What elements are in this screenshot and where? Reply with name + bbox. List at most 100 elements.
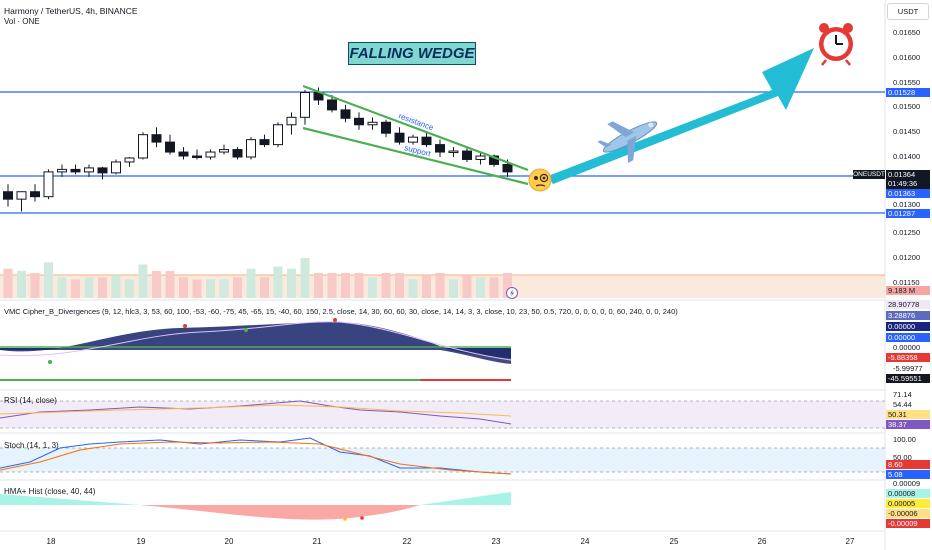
candle-up[interactable] xyxy=(43,171,54,198)
candle-down[interactable] xyxy=(354,117,364,126)
stoch-indicator-title[interactable]: Stoch (14, 1, 3) xyxy=(4,441,59,450)
price-tick: 0.01250 xyxy=(893,228,921,237)
candle-up[interactable] xyxy=(300,92,310,118)
hma-hist-panel xyxy=(0,492,511,521)
candle-up[interactable] xyxy=(475,155,486,160)
rsi-tick: 71.14 xyxy=(893,390,912,399)
currency-button[interactable]: USDT xyxy=(887,3,929,20)
vmc-tick: -5.99977 xyxy=(893,364,923,373)
candle-up[interactable] xyxy=(138,134,148,159)
volume-bar xyxy=(287,268,296,298)
hma-tag: -0.00006 xyxy=(886,509,930,518)
vmc-tag: 0.00000 xyxy=(886,322,930,331)
vmc-tick: 0.00000 xyxy=(893,343,921,352)
volume-bar xyxy=(273,266,283,298)
candle-up[interactable] xyxy=(246,139,256,158)
volume-bar xyxy=(422,275,431,298)
candle-up[interactable] xyxy=(286,116,297,126)
hma-indicator-title[interactable]: HMA+ Hist (close, 40, 44) xyxy=(4,487,96,496)
candle-down[interactable] xyxy=(70,168,81,173)
volume-bar xyxy=(206,279,215,298)
candle-down[interactable] xyxy=(340,109,351,119)
candle-up[interactable] xyxy=(57,168,67,173)
candle-down[interactable] xyxy=(30,191,40,198)
volume-value-tag: 9.183 M xyxy=(886,286,930,295)
last-price-tag: 0.01364 01:49:36 xyxy=(886,170,930,189)
vmc-tag: 28.90778 xyxy=(886,300,930,309)
time-tick: 26 xyxy=(757,537,767,546)
volume-bar xyxy=(17,270,26,298)
candle-down[interactable] xyxy=(232,149,243,158)
time-tick: 20 xyxy=(224,537,234,546)
hma-hist-positive-left xyxy=(0,494,140,505)
candle-down[interactable] xyxy=(435,144,445,153)
candle-up[interactable] xyxy=(448,150,459,154)
rsi-ma-tag: 50.31 xyxy=(886,410,930,419)
candle-up[interactable] xyxy=(16,191,27,200)
volume-bar xyxy=(489,277,499,298)
volume-bar xyxy=(246,268,256,298)
time-tick: 22 xyxy=(402,537,412,546)
candle-up[interactable] xyxy=(219,149,229,153)
candle-down[interactable] xyxy=(97,167,108,174)
volume-bar xyxy=(30,273,40,298)
candle-up[interactable] xyxy=(84,167,94,173)
symbol-tag: ONEUSDT xyxy=(853,170,885,179)
time-tick: 27 xyxy=(845,537,855,546)
price-tick: 0.01300 xyxy=(893,200,921,209)
volume-bar xyxy=(381,273,391,298)
vmc-tag: -5.88358 xyxy=(886,353,930,362)
candle-down[interactable] xyxy=(192,155,202,159)
volume-bars xyxy=(3,258,512,298)
falling-wedge-banner: FALLING WEDGE xyxy=(348,42,476,65)
candle-down[interactable] xyxy=(259,139,270,146)
candle-up[interactable] xyxy=(273,124,283,146)
time-tick: 21 xyxy=(312,537,322,546)
candle-up[interactable] xyxy=(111,161,121,174)
stoch-k-line xyxy=(0,437,512,475)
candle-down[interactable] xyxy=(381,121,391,134)
stoch-d-tag: 8.60 xyxy=(886,460,930,469)
candle-down[interactable] xyxy=(421,136,432,146)
price-tick: 0.01650 xyxy=(893,28,921,37)
candle-down[interactable] xyxy=(3,191,13,200)
stoch-panel xyxy=(0,437,885,475)
wedge-resistance-line[interactable] xyxy=(302,84,529,172)
candle-up[interactable] xyxy=(408,136,418,143)
volume-bar xyxy=(449,279,458,298)
candle-up[interactable] xyxy=(124,157,135,163)
thinking-face-icon xyxy=(528,168,552,192)
candle-down[interactable] xyxy=(462,150,472,160)
time-tick: 25 xyxy=(669,537,679,546)
candle-down[interactable] xyxy=(165,141,175,153)
candle-up[interactable] xyxy=(205,151,216,158)
volume-bar xyxy=(98,277,107,298)
lightning-icon[interactable] xyxy=(506,287,518,299)
bar-countdown: 01:49:36 xyxy=(888,179,918,188)
price-tick: 0.01150 xyxy=(893,278,920,287)
volume-bar xyxy=(111,275,121,298)
candle-down[interactable] xyxy=(178,151,189,157)
hma-tag: 0.00005 xyxy=(886,499,930,508)
candle-down[interactable] xyxy=(151,134,162,143)
candle-down[interactable] xyxy=(502,163,513,173)
stoch-d-line xyxy=(0,441,512,475)
vmc-wave-area xyxy=(0,322,511,358)
candle-up[interactable] xyxy=(367,121,378,126)
hma-hist-negative xyxy=(140,505,420,520)
lower-level-tag: 0.01287 xyxy=(886,209,930,218)
candle-down[interactable] xyxy=(327,99,337,111)
hma-tag: -0.00009 xyxy=(886,519,930,528)
volume-bar xyxy=(260,277,269,298)
volume-bar xyxy=(395,273,404,298)
volume-bar xyxy=(57,277,67,298)
vmc-indicator-title[interactable]: VMC Cipher_B_Divergences (9, 12, hlc3, 3… xyxy=(4,307,678,316)
volume-bar xyxy=(3,268,13,298)
rsi-indicator-title[interactable]: RSI (14, close) xyxy=(4,396,57,405)
volume-bar xyxy=(138,264,148,298)
wedge-support-line[interactable] xyxy=(302,126,529,186)
candle-down[interactable] xyxy=(394,132,405,143)
candle-down[interactable] xyxy=(489,155,499,165)
